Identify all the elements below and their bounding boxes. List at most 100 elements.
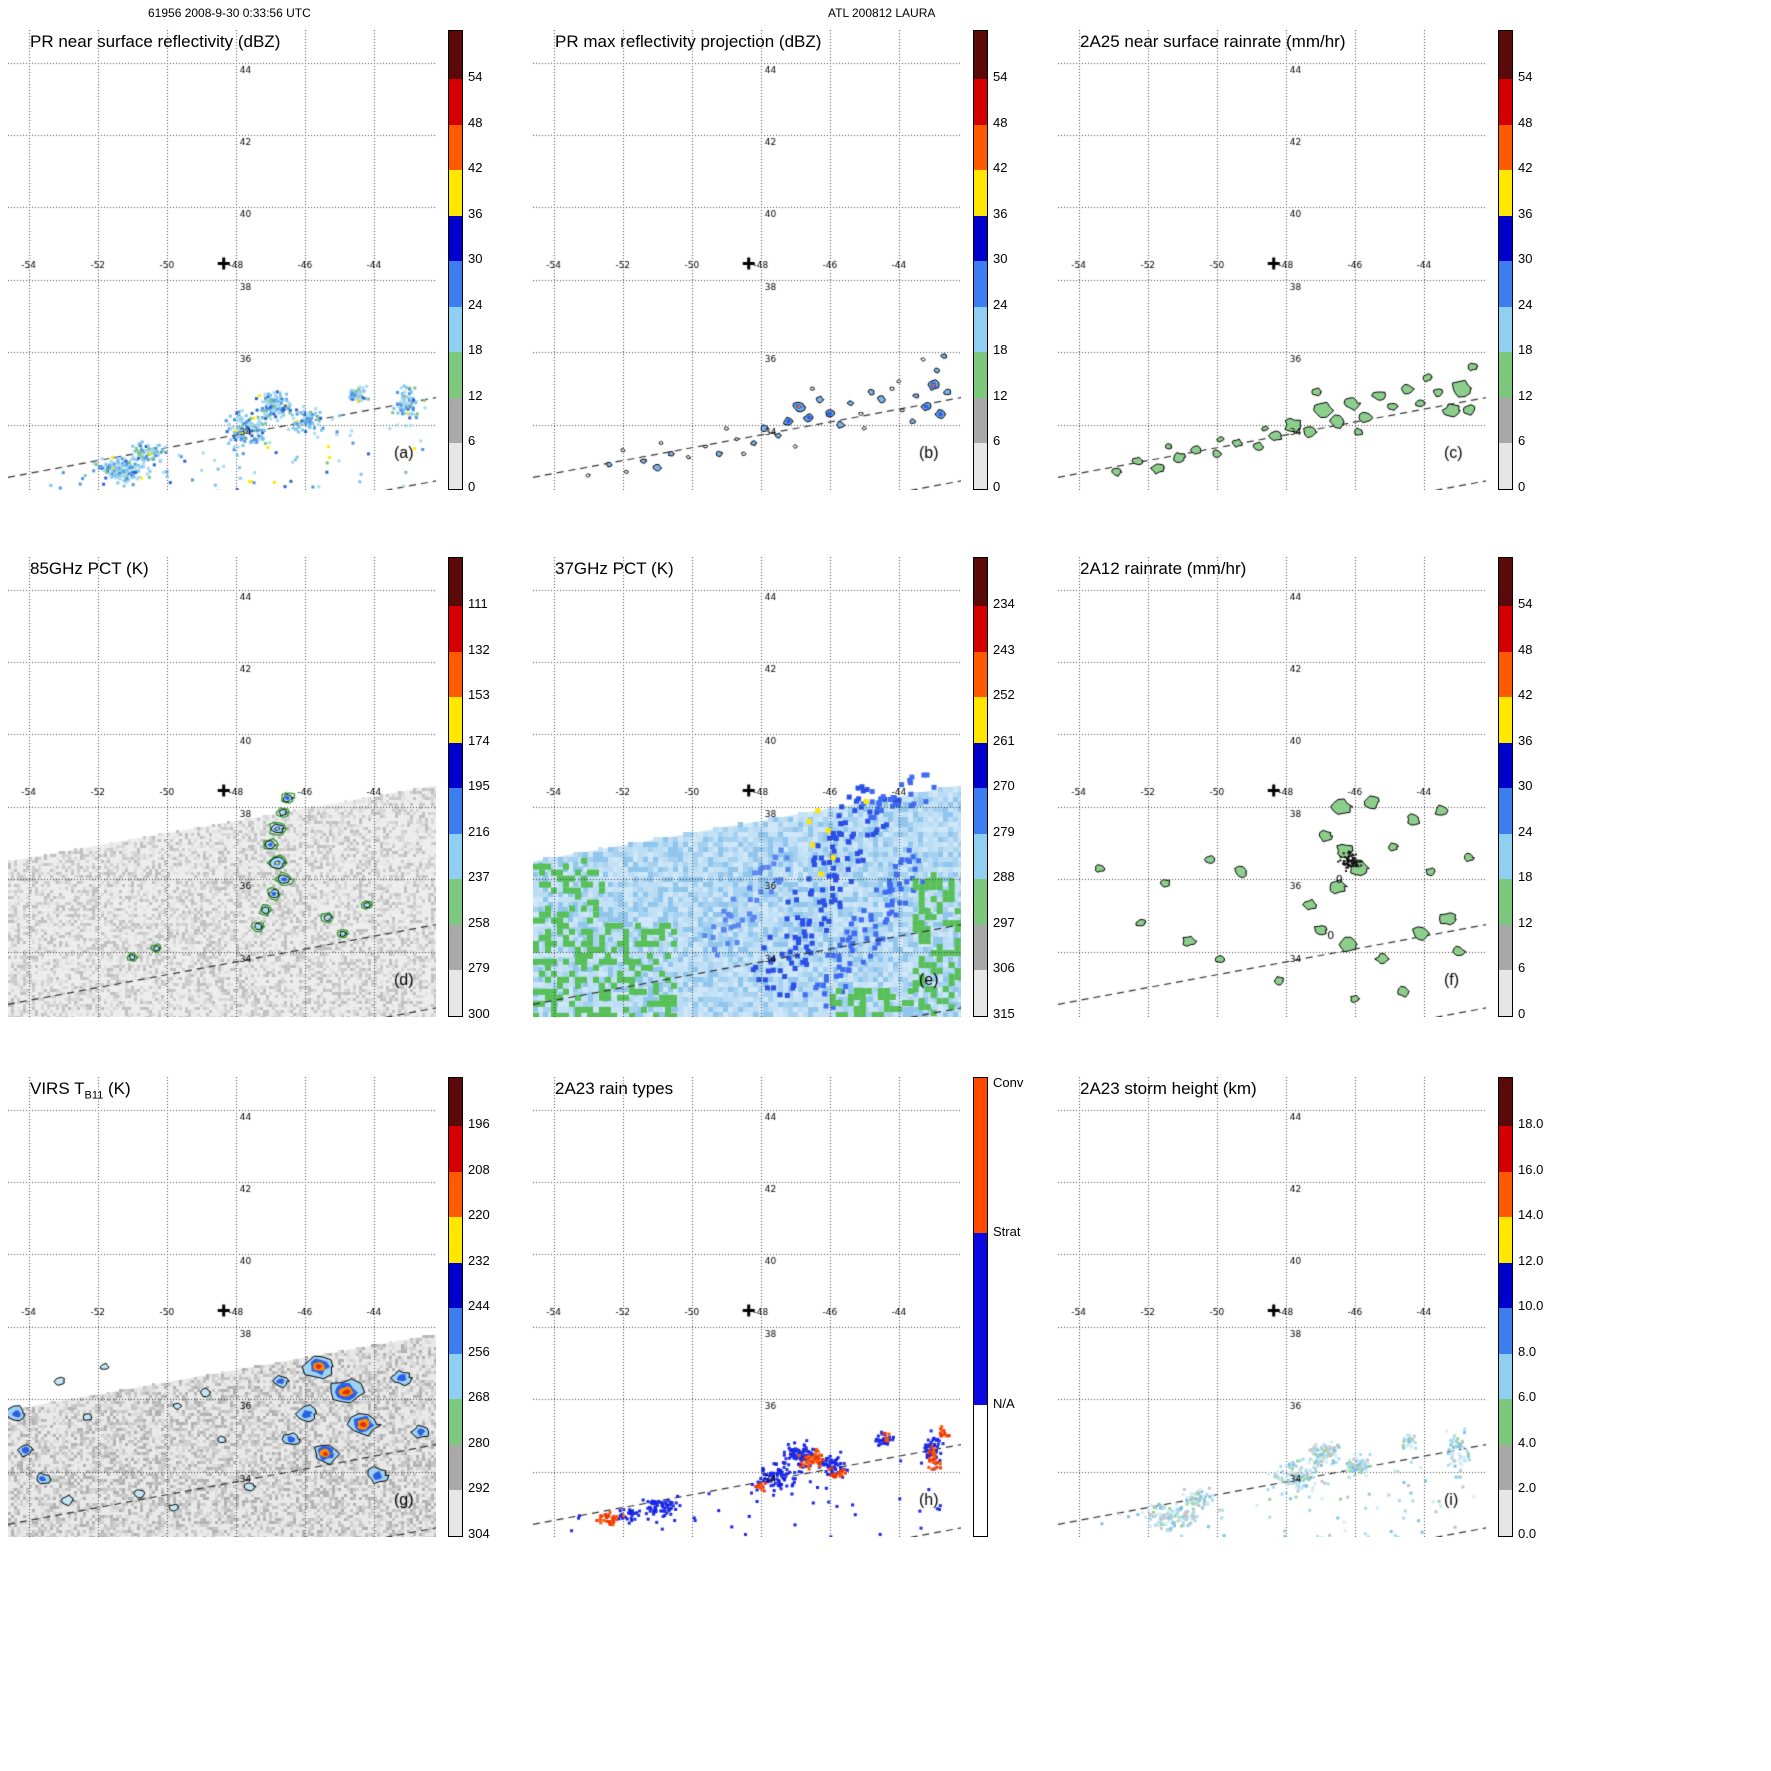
- colorbar-tick-label: 2.0: [1518, 1480, 1537, 1496]
- colorbar-segment: [1499, 833, 1512, 880]
- colorbar-tick-label: 24: [1518, 296, 1533, 312]
- colorbar-tick-label: 306: [993, 960, 1015, 976]
- colorbar-tick-label: 258: [468, 914, 490, 930]
- colorbar-segment: [1499, 397, 1512, 444]
- colorbar-segment: [974, 970, 987, 1016]
- colorbar-category-label: N/A: [993, 1396, 1015, 1412]
- colorbar-tick-label: 54: [993, 69, 1008, 84]
- colorbar-segment: [1499, 1217, 1512, 1263]
- colorbar-bar: [973, 1077, 988, 1537]
- colorbar-tick-label: 315: [993, 1006, 1015, 1021]
- colorbar-tick-label: 12: [1518, 914, 1533, 930]
- colorbar-segment: [1499, 606, 1512, 652]
- colorbar-bar: [973, 30, 988, 490]
- map-canvas: [533, 557, 961, 1017]
- colorbar-bar: [1498, 1077, 1513, 1537]
- colorbar-tick-label: 24: [468, 296, 483, 312]
- colorbar-tick-label: 279: [993, 823, 1015, 839]
- colorbar-segment: [1499, 306, 1512, 353]
- panel-title-subscript: B11: [84, 1089, 104, 1102]
- colorbar-tick-label: 16.0: [1518, 1161, 1544, 1177]
- colorbar-tick-label: 36: [1518, 205, 1533, 221]
- colorbar-tick-label: 292: [468, 1480, 490, 1496]
- storm-label: ATL 200812 LAURA: [828, 6, 936, 20]
- colorbar-tick-label: 36: [993, 205, 1008, 221]
- colorbar-segment: [974, 1405, 987, 1536]
- colorbar-tick-label: 10.0: [1518, 1298, 1544, 1314]
- colorbar-segment: [1499, 1171, 1512, 1218]
- colorbar-segment: [974, 79, 987, 125]
- panel-2a23-rain-types: 2A23 rain types Conv Strat N/A: [533, 1075, 1053, 1547]
- colorbar-segment: [449, 215, 462, 262]
- colorbar-tick-label: 0: [1518, 1006, 1526, 1021]
- colorbar-bar: [448, 557, 463, 1017]
- colorbar-tick-label: 30: [1518, 251, 1533, 267]
- colorbar-segment: [449, 924, 462, 971]
- colorbar-segment: [974, 606, 987, 652]
- colorbar-bar: [1498, 557, 1513, 1017]
- colorbar: 196 208 220 232 244 256 268 280 292 304: [448, 1077, 523, 1541]
- colorbar-tick-label: 42: [1518, 687, 1533, 703]
- colorbar-segment: [449, 742, 462, 789]
- colorbar-bar: [1498, 30, 1513, 490]
- colorbar-segment: [974, 170, 987, 216]
- colorbar-tick-label: 174: [468, 732, 490, 748]
- colorbar: 54 48 42 36 30 24 18 12 6 0: [1498, 30, 1573, 494]
- colorbar-segment: [449, 1490, 462, 1536]
- colorbar-tick-label: 48: [468, 114, 483, 130]
- panel-title-text: 2A12 rainrate (mm/hr): [1080, 559, 1247, 578]
- colorbar-bar: [973, 557, 988, 1017]
- panel-85ghz-pct: 85GHz PCT (K) 111 132 153 174 195 216 237 258 27…: [8, 557, 528, 1027]
- colorbar-segment: [449, 397, 462, 444]
- colorbar-segment: [1499, 124, 1512, 171]
- colorbar-tick-label: 18: [1518, 342, 1533, 358]
- colorbar-segment: [449, 79, 462, 125]
- colorbar-segment: [449, 651, 462, 698]
- colorbar-tick-label: 30: [1518, 778, 1533, 794]
- colorbar-tick-label: 18: [1518, 869, 1533, 885]
- panel-title-text: VIRS T: [30, 1079, 85, 1098]
- map-canvas: [8, 1077, 436, 1537]
- colorbar-segment: [974, 879, 987, 925]
- colorbar-tick-label: 42: [1518, 160, 1533, 176]
- colorbar-tick-label: 6: [1518, 960, 1526, 976]
- colorbar-segment: [1499, 788, 1512, 834]
- colorbar-segment: [974, 124, 987, 171]
- colorbar-tick-label: 111: [468, 596, 488, 611]
- panel-title-text: PR near surface reflectivity (dBZ): [30, 32, 281, 51]
- map-canvas: [1058, 30, 1486, 490]
- colorbar-segment: [449, 1444, 462, 1491]
- colorbar-tick-label: 42: [993, 160, 1008, 176]
- colorbar-segment: [1499, 215, 1512, 262]
- orbit-timestamp: 61956 2008-9-30 0:33:56 UTC: [148, 6, 311, 20]
- panel-virs-tb11: VIRS TB11 (K) 196 208 220 232 244 256 268 280 29…: [8, 1077, 528, 1547]
- colorbar-segment: [449, 788, 462, 834]
- map-canvas: [8, 557, 436, 1017]
- panel-title: 85GHz PCT (K): [30, 559, 149, 581]
- map-canvas: [533, 30, 961, 490]
- map-canvas: [1058, 1077, 1486, 1537]
- colorbar-tick-label: 24: [1518, 823, 1533, 839]
- colorbar-segment: [1499, 352, 1512, 398]
- colorbar-tick-label: 0: [993, 479, 1001, 494]
- colorbar-tick-label: 288: [993, 869, 1015, 885]
- colorbar-segment: [1499, 79, 1512, 125]
- colorbar-tick-label: 261: [993, 732, 1015, 748]
- colorbar-segment: [1499, 1262, 1512, 1309]
- panel-title: 2A25 near surface rainrate (mm/hr): [1080, 32, 1346, 54]
- colorbar-segment: [974, 1078, 987, 1233]
- colorbar-tick-label: 279: [468, 960, 490, 976]
- colorbar-segment: [1499, 1490, 1512, 1536]
- colorbar-tick-label: 196: [468, 1116, 490, 1131]
- colorbar-segment: [449, 558, 462, 606]
- colorbar-tick-label: 54: [1518, 69, 1533, 84]
- colorbar-tick-label: 304: [468, 1526, 490, 1541]
- colorbar-segment: [449, 697, 462, 743]
- colorbar-segment: [1499, 924, 1512, 971]
- colorbar-segment: [449, 443, 462, 489]
- colorbar-segment: [974, 261, 987, 307]
- colorbar-tick-label: 12: [993, 387, 1008, 403]
- colorbar-tick-label: 48: [993, 114, 1008, 130]
- colorbar-segment: [1499, 1308, 1512, 1354]
